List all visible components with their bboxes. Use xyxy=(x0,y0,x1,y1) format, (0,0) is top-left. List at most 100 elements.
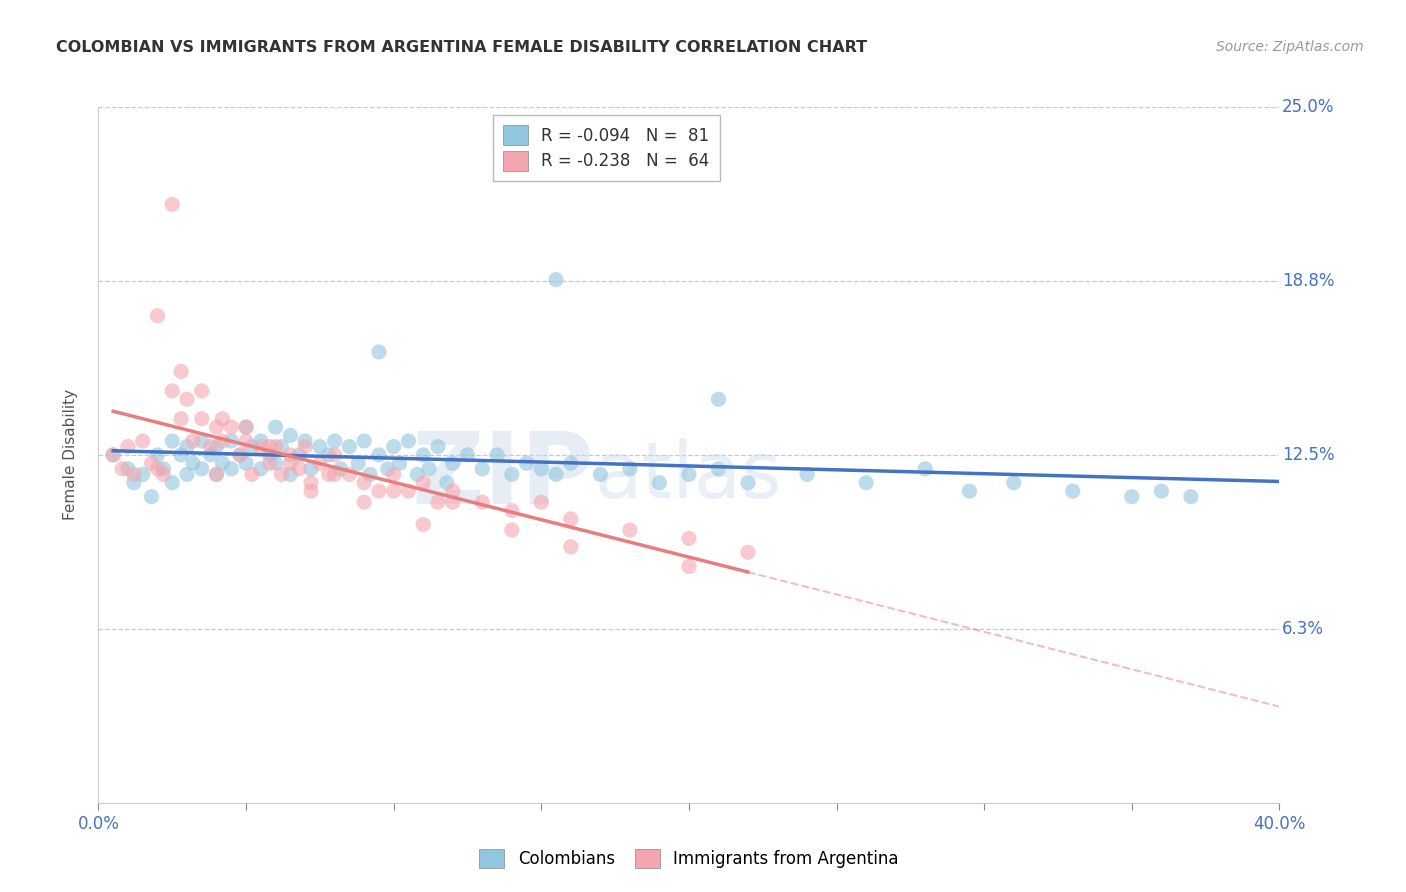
Point xyxy=(377,462,399,476)
Text: 18.8%: 18.8% xyxy=(1282,272,1334,290)
Point xyxy=(162,475,183,490)
Y-axis label: Female Disability: Female Disability xyxy=(63,389,77,521)
Point xyxy=(471,462,494,476)
Point xyxy=(181,456,204,470)
Point xyxy=(323,467,346,482)
Point xyxy=(737,545,759,559)
Point xyxy=(1121,490,1143,504)
Point xyxy=(162,384,183,398)
Point xyxy=(278,467,302,482)
Point xyxy=(323,434,346,448)
Point xyxy=(278,456,302,470)
Point xyxy=(103,448,125,462)
Point xyxy=(211,456,233,470)
Point xyxy=(122,467,145,482)
Point xyxy=(318,448,340,462)
Point xyxy=(146,309,169,323)
Point xyxy=(368,484,391,499)
Point xyxy=(560,540,582,554)
Point xyxy=(299,475,322,490)
Point xyxy=(117,462,139,476)
Point xyxy=(270,440,292,454)
Point xyxy=(205,467,228,482)
Point xyxy=(418,462,440,476)
Point xyxy=(353,475,375,490)
Point xyxy=(240,467,263,482)
Point xyxy=(176,467,198,482)
Point xyxy=(382,440,405,454)
Text: COLOMBIAN VS IMMIGRANTS FROM ARGENTINA FEMALE DISABILITY CORRELATION CHART: COLOMBIAN VS IMMIGRANTS FROM ARGENTINA F… xyxy=(56,40,868,55)
Point xyxy=(678,532,700,546)
Point xyxy=(329,462,352,476)
Point xyxy=(560,456,582,470)
Point xyxy=(191,384,214,398)
Point xyxy=(544,467,567,482)
Point xyxy=(436,475,458,490)
Point xyxy=(530,462,553,476)
Text: 12.5%: 12.5% xyxy=(1282,446,1334,464)
Point xyxy=(347,456,370,470)
Point xyxy=(229,448,252,462)
Point xyxy=(707,392,730,407)
Point xyxy=(229,448,252,462)
Point xyxy=(152,462,174,476)
Point xyxy=(501,503,523,517)
Point xyxy=(501,523,523,537)
Point xyxy=(205,440,228,454)
Point xyxy=(309,440,332,454)
Point xyxy=(264,440,287,454)
Point xyxy=(294,440,316,454)
Point xyxy=(309,456,332,470)
Point xyxy=(170,411,193,425)
Point xyxy=(191,411,214,425)
Point xyxy=(427,495,450,509)
Point xyxy=(914,462,936,476)
Point xyxy=(235,420,257,434)
Point xyxy=(396,484,419,499)
Point xyxy=(259,456,281,470)
Point xyxy=(259,448,281,462)
Point xyxy=(111,462,134,476)
Point xyxy=(737,475,759,490)
Point xyxy=(544,272,567,286)
Point xyxy=(796,467,818,482)
Point xyxy=(530,495,553,509)
Point xyxy=(959,484,981,499)
Point xyxy=(191,462,214,476)
Point xyxy=(368,345,391,359)
Point xyxy=(412,517,434,532)
Text: atlas: atlas xyxy=(595,438,782,514)
Point xyxy=(382,467,405,482)
Point xyxy=(359,467,381,482)
Point xyxy=(396,434,419,448)
Point xyxy=(1150,484,1173,499)
Text: ZIP: ZIP xyxy=(412,427,595,524)
Point xyxy=(205,420,228,434)
Point xyxy=(235,420,257,434)
Point xyxy=(619,523,641,537)
Point xyxy=(264,420,287,434)
Point xyxy=(200,440,222,454)
Text: 6.3%: 6.3% xyxy=(1282,620,1324,638)
Point xyxy=(299,462,322,476)
Point xyxy=(1180,490,1202,504)
Point xyxy=(270,467,292,482)
Point xyxy=(412,475,434,490)
Point xyxy=(170,448,193,462)
Point xyxy=(294,434,316,448)
Point xyxy=(211,411,233,425)
Point xyxy=(240,440,263,454)
Point xyxy=(288,462,311,476)
Point xyxy=(141,456,163,470)
Point xyxy=(200,448,222,462)
Point xyxy=(250,462,273,476)
Point xyxy=(318,467,340,482)
Point xyxy=(176,440,198,454)
Point xyxy=(141,490,163,504)
Point xyxy=(235,456,257,470)
Point xyxy=(353,495,375,509)
Point xyxy=(323,448,346,462)
Point xyxy=(235,434,257,448)
Point xyxy=(250,440,273,454)
Point xyxy=(117,440,139,454)
